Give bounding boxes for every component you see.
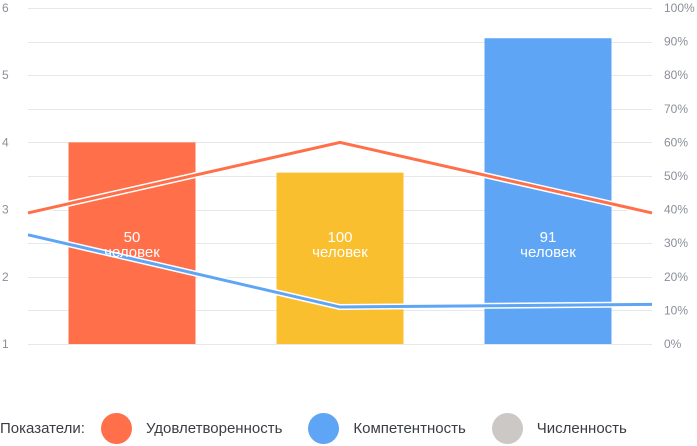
satisfaction-line[interactable] (27, 140, 653, 215)
right-tick-label: 90% (664, 35, 688, 49)
legend-dot-competence (308, 412, 340, 444)
left-tick-label: 2 (2, 270, 9, 284)
left-tick-label: 4 (2, 135, 9, 149)
bar-unit-label: человек (104, 244, 160, 261)
bar-2[interactable] (276, 172, 404, 344)
legend-item-competence[interactable]: Компетентность (308, 412, 466, 444)
bar-value-label: 91 (540, 229, 557, 246)
right-tick-label: 80% (664, 68, 688, 82)
legend-item-satisfaction[interactable]: Удовлетворенность (100, 412, 283, 444)
right-tick-label: 20% (664, 270, 688, 284)
bar-unit-label: человек (520, 244, 576, 261)
bar-value-label: 100 (327, 229, 352, 246)
bar-value-label: 50 (124, 229, 141, 246)
left-tick-label: 1 (2, 337, 9, 351)
right-tick-label: 40% (664, 203, 688, 217)
legend-label-satisfaction: Удовлетворенность (145, 419, 283, 437)
legend-title: Показатели: (0, 419, 85, 437)
series-lines (27, 139, 653, 311)
legend: Показатели: Удовлетворенность Компетентн… (0, 410, 653, 446)
legend-item-headcount[interactable]: Численность (491, 412, 627, 444)
left-tick-label: 6 (2, 1, 9, 15)
right-tick-label: 60% (664, 135, 688, 149)
right-tick-label: 10% (664, 303, 688, 317)
right-tick-label: 70% (664, 102, 688, 116)
left-axis: 1 2 3 4 5 6 (2, 1, 9, 351)
right-tick-label: 30% (664, 236, 688, 250)
legend-dot-headcount (491, 412, 523, 444)
left-tick-label: 5 (2, 68, 9, 82)
bar-1[interactable] (68, 142, 196, 344)
right-axis: 0% 10% 20% 30% 40% 50% 60% 70% 80% 90% 100% (664, 1, 695, 351)
left-tick-label: 3 (2, 203, 9, 217)
bar-unit-label: человек (312, 244, 368, 261)
legend-dot-satisfaction (100, 412, 132, 444)
competence-line[interactable] (27, 233, 653, 309)
legend-label-headcount: Численность (536, 419, 627, 437)
legend-label-competence: Компетентность (353, 419, 466, 437)
right-tick-label: 50% (664, 169, 688, 183)
right-tick-label: 0% (664, 337, 682, 351)
combo-chart: 1 2 3 4 5 6 0% 10% 20% 30% 40% 50% 60% 70% 80% 90% 100%… (2, 1, 695, 351)
bars (68, 38, 612, 345)
right-tick-label: 100% (664, 1, 695, 15)
